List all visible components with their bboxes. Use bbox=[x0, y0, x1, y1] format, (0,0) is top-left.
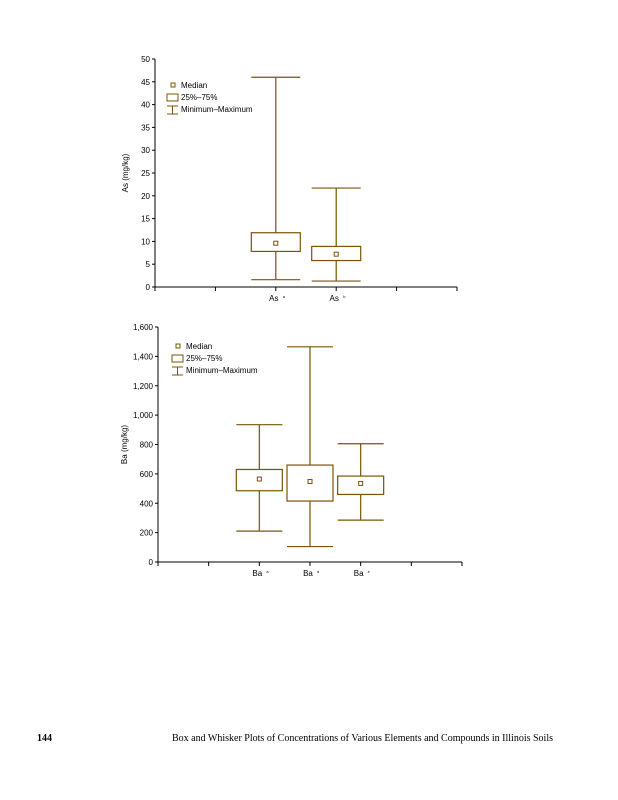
y-tick-label: 10 bbox=[141, 237, 150, 246]
y-tick-label: 1,200 bbox=[133, 382, 154, 391]
x-tick-superscript: e bbox=[368, 569, 371, 574]
median-marker bbox=[273, 240, 279, 246]
y-tick-label: 15 bbox=[141, 215, 150, 224]
x-tick-label: As bbox=[330, 294, 339, 303]
y-tick-label: 25 bbox=[141, 169, 150, 178]
y-tick-label: 40 bbox=[141, 101, 150, 110]
legend-box-label: 25%–75% bbox=[181, 93, 217, 102]
x-tick-label: Ba bbox=[303, 569, 313, 578]
legend-whisker-icon bbox=[172, 366, 183, 376]
x-tick-superscript: b bbox=[343, 294, 346, 299]
y-tick-label: 600 bbox=[140, 470, 154, 479]
x-tick-label: Ba bbox=[252, 569, 262, 578]
y-tick-label: 1,000 bbox=[133, 411, 154, 420]
y-axis-label: As (mg/kg) bbox=[121, 153, 130, 192]
legend-whisker-label: Minimum–Maximum bbox=[186, 366, 258, 375]
y-tick-label: 1,400 bbox=[133, 352, 154, 361]
y-tick-label: 45 bbox=[141, 78, 150, 87]
iqr-box bbox=[250, 232, 301, 253]
legend-box-label: 25%–75% bbox=[186, 354, 222, 363]
y-tick-label: 50 bbox=[141, 55, 150, 64]
median-marker bbox=[256, 476, 262, 482]
iqr-box bbox=[311, 245, 362, 262]
y-tick-label: 0 bbox=[149, 558, 154, 567]
y-tick-label: 400 bbox=[140, 499, 154, 508]
y-tick-label: 35 bbox=[141, 123, 150, 132]
legend-whisker-label: Minimum–Maximum bbox=[181, 105, 253, 114]
x-tick-superscript: a bbox=[266, 569, 269, 574]
legend-box-icon bbox=[171, 354, 184, 363]
x-tick-label: As bbox=[269, 294, 278, 303]
y-tick-label: 30 bbox=[141, 146, 150, 155]
legend-median-icon bbox=[175, 343, 181, 349]
footer-caption: Box and Whisker Plots of Concentrations … bbox=[172, 733, 554, 744]
legend-median-icon bbox=[170, 82, 176, 88]
median-marker bbox=[333, 251, 339, 257]
median-marker bbox=[358, 480, 364, 486]
legend-median-label: Median bbox=[186, 342, 212, 351]
y-tick-label: 800 bbox=[140, 441, 154, 450]
page-number: 144 bbox=[37, 733, 52, 744]
y-axis-label: Ba (mg/kg) bbox=[120, 425, 129, 464]
y-tick-label: 5 bbox=[146, 260, 151, 269]
x-tick-superscript: d bbox=[317, 569, 319, 574]
iqr-box bbox=[235, 468, 283, 492]
y-tick-label: 1,600 bbox=[133, 323, 154, 332]
y-tick-label: 200 bbox=[140, 529, 154, 538]
y-tick-label: 0 bbox=[146, 283, 151, 292]
legend-median-label: Median bbox=[181, 81, 207, 90]
x-tick-superscript: a bbox=[283, 294, 286, 299]
y-tick-label: 20 bbox=[141, 192, 150, 201]
median-marker bbox=[307, 479, 313, 485]
legend-whisker-icon bbox=[167, 105, 178, 115]
x-tick-label: Ba bbox=[354, 569, 364, 578]
legend-box-icon bbox=[166, 93, 179, 102]
